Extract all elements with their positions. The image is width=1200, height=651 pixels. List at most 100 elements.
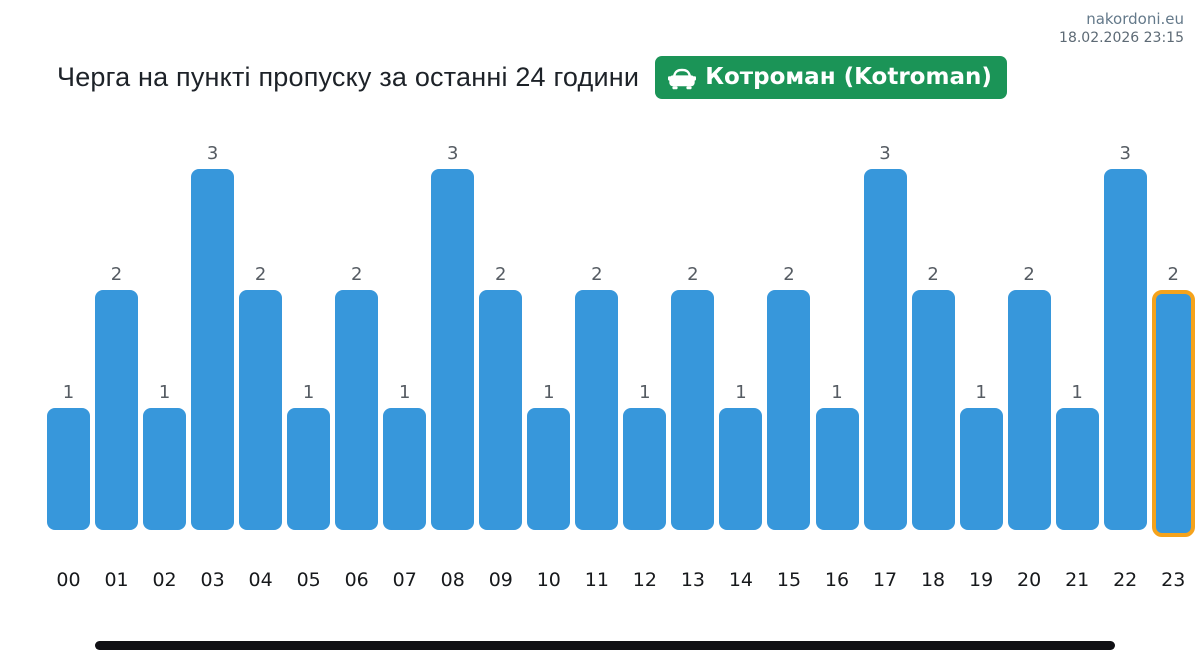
bar-14[interactable] [719,408,763,530]
bar-value-label: 1 [158,382,171,403]
bar-column-20: 2 [1007,264,1051,530]
x-tick-01: 01 [104,569,129,591]
x-tick-06: 06 [344,569,369,591]
x-tick-15: 15 [776,569,802,591]
bar-03[interactable] [191,169,235,530]
x-tick-23: 23 [1161,569,1186,591]
checkpoint-badge[interactable]: Котроман (Kotroman) [655,56,1007,99]
timestamp: 18.02.2026 23:15 [1059,30,1184,47]
bar-20[interactable] [1007,290,1051,530]
bar-value-label: 3 [1119,143,1131,164]
bar-value-label: 3 [447,143,459,164]
bar-column-12: 1 [623,384,667,530]
x-tick-00: 00 [56,569,81,591]
title-row: Черга на пункті пропуску за останні 24 г… [57,56,1157,99]
bar-12[interactable] [623,408,667,530]
car-front-icon [668,65,697,90]
bar-column-14: 1 [719,382,763,530]
x-tick-20: 20 [1017,569,1042,591]
bar-column-00: 1 [47,384,90,530]
header-meta: nakordoni.eu 18.02.2026 23:15 [1059,9,1184,49]
bar-19[interactable] [959,408,1003,530]
bar-17[interactable] [863,169,907,530]
x-tick-18: 18 [920,569,946,591]
bar-column-13: 2 [671,264,715,530]
bar-column-01: 2 [95,264,139,530]
bar-22[interactable] [1103,169,1147,530]
bar-column-16: 1 [815,382,859,530]
bar-16[interactable] [815,408,859,530]
checkpoint-badge-label: Котроман (Kotroman) [705,64,992,90]
bar-column-08: 3 [431,143,475,530]
x-tick-11: 11 [584,569,609,591]
bar-08[interactable] [431,169,475,530]
bar-02[interactable] [143,408,187,530]
bar-value-label: 1 [975,382,987,403]
bar-column-04: 2 [239,264,283,530]
bar-value-label: 3 [206,143,219,164]
bar-value-label: 1 [543,382,555,403]
bar-value-label: 2 [687,264,699,285]
bar-value-label: 3 [879,143,891,164]
bar-value-label: 2 [495,264,507,285]
x-tick-14: 14 [728,569,754,591]
bar-11[interactable] [575,290,619,530]
page-title: Черга на пункті пропуску за останні 24 г… [57,62,640,92]
bar-value-label: 1 [62,382,75,403]
bar-column-15: 2 [767,264,811,530]
bar-column-23: 2 [1151,264,1195,537]
bar-column-07: 1 [383,384,427,530]
bar-column-18: 2 [911,266,955,530]
bar-09[interactable] [479,290,523,530]
x-tick-13: 13 [680,569,705,591]
x-tick-04: 04 [248,569,273,591]
bar-value-label: 1 [735,382,747,403]
bar-column-05: 1 [287,382,331,530]
x-tick-10: 10 [536,569,561,591]
bar-04[interactable] [239,290,283,530]
bar-column-03: 3 [191,143,235,530]
bar-column-06: 2 [335,264,379,530]
bar-column-22: 3 [1103,143,1147,530]
x-tick-21: 21 [1065,569,1090,591]
bar-01[interactable] [95,290,139,530]
x-tick-16: 16 [824,569,850,591]
bar-column-02: 1 [143,382,187,530]
bar-21[interactable] [1055,408,1099,530]
bar-value-label: 2 [254,264,267,285]
bar-15[interactable] [767,290,811,530]
x-axis-labels: 00 01 02 03 04 05 06 07 08 09 10 11 12 13 14 15 16 17 18 19… [47,569,1195,591]
bar-value-label: 1 [831,382,843,403]
bar-value-label: 2 [1023,264,1035,285]
x-tick-12: 12 [632,569,657,591]
x-tick-19: 19 [969,569,994,591]
bar-23-highlighted[interactable] [1151,290,1195,537]
bar-value-label: 1 [1071,382,1083,403]
bar-value-label: 2 [591,264,603,285]
bar-column-10: 1 [527,382,571,530]
x-tick-09: 09 [488,569,513,591]
bar-value-label: 2 [350,264,363,285]
bar-column-19: 1 [959,382,1003,530]
bar-18[interactable] [911,290,955,530]
bar-column-09: 2 [479,264,523,530]
bar-06[interactable] [335,290,379,530]
bar-05[interactable] [287,408,331,530]
bar-value-label: 1 [302,382,315,403]
x-tick-05: 05 [296,569,321,591]
site-link[interactable]: nakordoni.eu [1086,10,1184,28]
x-tick-03: 03 [200,569,225,591]
bar-13[interactable] [671,290,715,530]
horizontal-scrollbar-thumb[interactable] [95,641,1115,650]
x-tick-22: 22 [1113,569,1138,591]
bar-10[interactable] [527,408,571,530]
bar-value-label: 2 [110,264,123,285]
bar-value-label: 2 [1167,264,1179,285]
x-tick-17: 17 [872,569,898,591]
bar-chart: 1 2 1 3 2 1 2 1 3 2 1 2 1 2 1 2 1 3 2 1 2 1 3 2 [47,140,1195,537]
bar-value-label: 2 [783,264,795,285]
bar-00[interactable] [47,408,90,530]
x-tick-08: 08 [440,569,465,591]
bar-07[interactable] [383,408,427,530]
